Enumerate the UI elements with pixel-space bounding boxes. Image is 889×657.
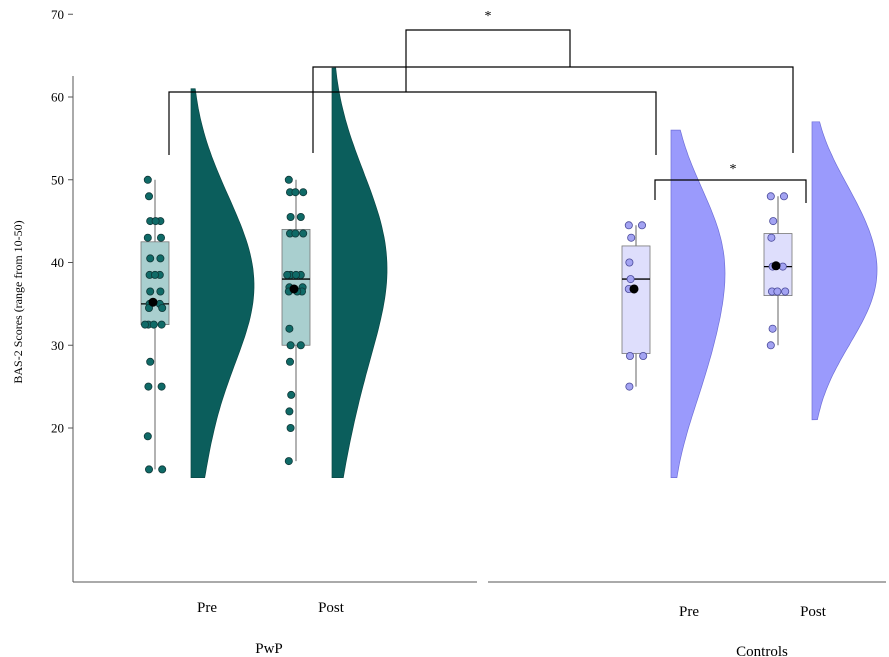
density-clouds [190, 67, 878, 479]
category-label-controls-pre: Pre [679, 604, 699, 620]
data-point-controls-post [781, 287, 790, 296]
data-point-controls-pre [624, 221, 633, 230]
bracket-pre [168, 91, 657, 155]
data-point-pwp-pre [140, 320, 149, 329]
data-point-controls-post [773, 287, 782, 296]
data-point-pwp-post [299, 229, 308, 238]
y-tick-label-20: 20 [51, 421, 64, 436]
mean-point-controls-post [771, 261, 781, 271]
data-point-controls-pre [638, 221, 647, 230]
data-point-pwp-post [283, 270, 292, 279]
mean-point-pwp-pre [148, 297, 158, 307]
group-label-controls: Controls [736, 644, 788, 657]
density-cloud-pwp-post [331, 67, 388, 479]
data-point-pwp-post [287, 390, 296, 399]
significance-star-controls: * [730, 162, 737, 177]
data-point-controls-pre [626, 351, 635, 360]
data-point-pwp-pre [143, 432, 152, 441]
y-tick-label-30: 30 [51, 338, 64, 353]
data-point-controls-post [768, 324, 777, 333]
data-point-pwp-pre [151, 217, 160, 226]
category-label-pwp-post: Post [318, 600, 345, 616]
data-point-controls-post [769, 217, 778, 226]
data-point-pwp-post [299, 188, 308, 197]
data-point-pwp-pre [144, 382, 153, 391]
group-label-pwp: PwP [255, 641, 283, 657]
mean-point-pwp-post [289, 284, 299, 294]
data-point-pwp-pre [158, 303, 167, 312]
data-point-pwp-post [286, 423, 295, 432]
bracket-post [312, 66, 794, 153]
y-tick-label-60: 60 [51, 90, 64, 105]
data-point-pwp-pre [156, 233, 165, 242]
data-point-pwp-post [285, 407, 294, 416]
significance-star-groups: * [485, 9, 492, 24]
data-point-controls-pre [627, 233, 636, 242]
data-point-controls-post [780, 192, 789, 201]
data-point-pwp-pre [156, 254, 165, 263]
data-point-pwp-post [291, 229, 300, 238]
data-point-pwp-pre [150, 270, 159, 279]
data-point-pwp-pre [144, 465, 153, 474]
data-point-pwp-pre [157, 382, 166, 391]
y-tick-label-50: 50 [51, 172, 64, 187]
significance-brackets [168, 29, 807, 203]
data-point-controls-pre [625, 258, 634, 267]
data-point-pwp-pre [158, 465, 167, 474]
data-point-controls-post [767, 233, 776, 242]
data-point-pwp-post [285, 324, 294, 333]
data-point-pwp-post [284, 175, 293, 184]
data-point-pwp-post [291, 188, 300, 197]
category-label-controls-post: Post [800, 604, 827, 620]
data-point-controls-post [766, 341, 775, 350]
data-point-pwp-post [284, 457, 293, 466]
data-point-pwp-post [291, 270, 300, 279]
y-tick-label-40: 40 [51, 255, 64, 270]
data-points [140, 175, 790, 474]
bracket-groups [405, 29, 571, 92]
data-point-pwp-post [296, 212, 305, 221]
data-point-pwp-pre [143, 233, 152, 242]
data-point-pwp-pre [144, 303, 153, 312]
data-point-controls-pre [625, 382, 634, 391]
category-label-pwp-pre: Pre [197, 600, 217, 616]
data-point-controls-pre [626, 275, 635, 284]
density-cloud-pwp-pre [190, 88, 255, 479]
data-point-pwp-post [286, 212, 295, 221]
mean-point-controls-pre [629, 284, 639, 294]
data-point-pwp-pre [156, 287, 165, 296]
data-point-pwp-pre [157, 320, 166, 329]
data-point-pwp-post [286, 341, 295, 350]
data-point-pwp-pre [144, 192, 153, 201]
data-point-pwp-pre [143, 175, 152, 184]
data-point-pwp-post [285, 357, 294, 366]
density-cloud-controls-post [811, 121, 878, 421]
density-cloud-controls-pre [670, 129, 726, 479]
data-point-controls-pre [639, 351, 648, 360]
bracket-controls [654, 179, 807, 203]
data-point-pwp-post [296, 341, 305, 350]
y-tick-label-70: 70 [51, 7, 64, 22]
box-pwp-pre [140, 241, 170, 325]
data-point-pwp-pre [146, 357, 155, 366]
data-point-controls-post [766, 192, 775, 201]
y-axis-label: BAS-2 Scores (range from 10-50) [11, 220, 25, 383]
axes: 20 30 40 50 60 70 [51, 7, 886, 583]
data-point-pwp-pre [146, 287, 155, 296]
labels: BAS-2 Scores (range from 10-50) Pre Post… [11, 9, 827, 657]
data-point-pwp-pre [146, 254, 155, 263]
data-point-pwp-pre [149, 320, 158, 329]
